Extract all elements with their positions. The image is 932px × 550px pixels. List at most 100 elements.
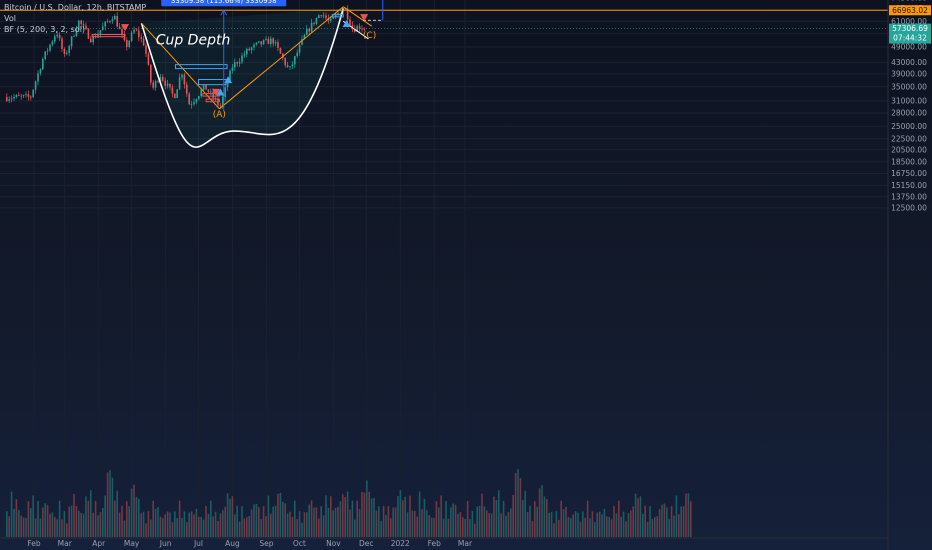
candle [190, 100, 193, 109]
volume-bar [558, 519, 560, 537]
volume-bar [666, 507, 668, 537]
volume-bar [322, 515, 325, 537]
volume-bar [438, 507, 440, 537]
volume-bar [370, 498, 373, 537]
candle [6, 93, 8, 102]
volume-bar [428, 515, 430, 537]
candle [253, 43, 255, 51]
volume-bar [550, 511, 553, 537]
candle [207, 89, 210, 93]
volume-bar [236, 505, 238, 537]
volume-legend: Vol [4, 14, 16, 23]
volume-bar [164, 514, 166, 537]
time-tick-label: Feb [428, 539, 442, 548]
price-tick-label: 43000.00 [891, 58, 927, 67]
volume-bar [330, 496, 332, 537]
volume-bar [133, 484, 135, 537]
volume-bar [27, 501, 30, 537]
volume-bar [498, 490, 500, 537]
volume-bar [510, 508, 512, 537]
volume-bar [325, 495, 327, 537]
volume-bar [375, 510, 378, 537]
volume-bar [150, 519, 152, 537]
candle [286, 61, 289, 68]
volume-bar [313, 507, 315, 537]
candle [241, 52, 243, 64]
volume-bar [51, 512, 54, 537]
candle [361, 25, 363, 33]
bar-countdown: 07:44:32 [893, 34, 927, 43]
candle [135, 27, 138, 32]
candle [270, 36, 272, 48]
volume-bar [591, 511, 594, 537]
candle [150, 64, 152, 86]
volume-bar [445, 500, 447, 537]
candle [157, 79, 159, 84]
candle [54, 34, 56, 45]
volume-bar [138, 498, 140, 537]
candle [262, 39, 265, 46]
volume-bar [114, 500, 116, 537]
volume-bar [392, 507, 394, 537]
volume-bar [15, 499, 18, 537]
volume-bar [212, 516, 214, 537]
volume-bar [32, 495, 34, 537]
volume-bar [193, 514, 195, 537]
volume-bar [586, 500, 589, 537]
volume-bar [555, 511, 558, 537]
volume-bar [426, 510, 428, 537]
candle [188, 92, 190, 105]
volume-bar [92, 512, 94, 537]
candle [20, 93, 22, 100]
candle [37, 70, 39, 86]
time-tick-label: Dec [359, 539, 374, 548]
volume-bar [190, 511, 193, 537]
volume-bar [229, 498, 231, 537]
volume-bar [390, 518, 392, 537]
volume-bar [258, 507, 260, 537]
volume-bar [618, 500, 620, 537]
volume-bar [130, 488, 133, 537]
price-tick-label: 15150.00 [891, 181, 927, 190]
candle [82, 20, 85, 30]
candle [147, 51, 150, 66]
price-tick-label: 20500.00 [891, 145, 927, 154]
volume-bar [210, 500, 212, 537]
candle [236, 61, 238, 67]
volume-bar [646, 521, 649, 537]
candle [164, 77, 166, 90]
volume-bar [128, 506, 130, 537]
volume-bar [490, 513, 493, 537]
candle [289, 66, 291, 70]
candle [325, 12, 327, 20]
candle [10, 95, 13, 103]
volume-bar [358, 509, 361, 537]
candle [178, 73, 181, 91]
volume-bar [452, 503, 454, 537]
volume-bar [634, 493, 637, 537]
volume-bar [543, 496, 546, 537]
volume-bar [176, 518, 178, 537]
candle [51, 39, 54, 47]
volume-bar [476, 506, 478, 537]
candle [140, 33, 142, 43]
volume-bar [486, 510, 488, 537]
volume-bar [118, 512, 121, 537]
volume-bar [152, 500, 154, 537]
price-tick-label: 31000.00 [891, 97, 927, 106]
volume-bar [78, 510, 80, 537]
time-tick-label: Jul [193, 539, 203, 548]
volume-bar [363, 492, 366, 537]
volume-bar [224, 506, 226, 537]
volume-bar [246, 517, 248, 537]
volume-bar [495, 500, 498, 537]
volume-bar [80, 512, 82, 537]
volume-bar [58, 500, 61, 537]
volume-bar [18, 510, 20, 537]
volume-bar [553, 523, 555, 537]
candle [128, 39, 130, 49]
volume-bar [685, 493, 687, 537]
volume-bar [361, 491, 363, 537]
